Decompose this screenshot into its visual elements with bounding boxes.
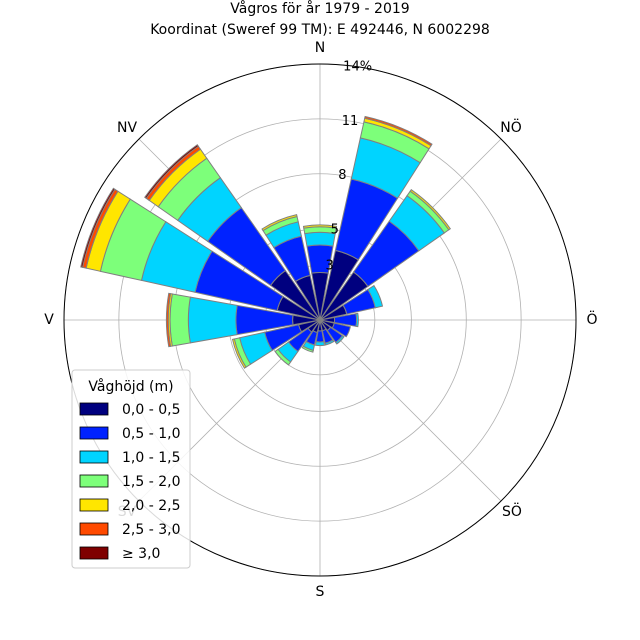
rose-bar-segment — [302, 224, 338, 229]
rose-bar-segment — [80, 187, 116, 268]
rose-bar-segment — [144, 144, 200, 200]
direction-label: NÖ — [500, 118, 522, 136]
rose-bar-segment — [169, 293, 191, 347]
radial-tick-label: 11 — [342, 114, 359, 129]
rose-bars — [80, 115, 452, 369]
legend-label: ≥ 3,0 — [122, 546, 160, 562]
legend-label: 0,5 - 1,0 — [122, 426, 180, 442]
rose-bar-segment — [314, 341, 326, 347]
direction-label: Ö — [586, 310, 597, 328]
legend-label: 2,5 - 3,0 — [122, 522, 180, 538]
rose-bar-segment — [165, 292, 172, 348]
direction-label: NV — [117, 120, 137, 136]
outer-ring — [63, 63, 577, 577]
chart-subtitle: Koordinat (Sweref 99 TM): E 492446, N 60… — [150, 22, 490, 38]
legend-swatch — [79, 426, 109, 440]
rose-bar-segment — [324, 339, 335, 346]
direction-label: N — [315, 40, 325, 56]
legend-box — [71, 369, 191, 569]
legend-swatch — [79, 402, 109, 416]
rose-bar-segment — [355, 312, 359, 328]
rose-bar-segment — [187, 296, 238, 344]
direction-label: S — [316, 584, 325, 600]
legend-swatch — [79, 498, 109, 512]
rose-bar-segment — [331, 322, 351, 338]
rose-bar-segment — [409, 188, 452, 231]
direction-label: SÖ — [502, 502, 522, 520]
legend-swatch — [79, 522, 109, 536]
rose-bar-segment — [301, 345, 314, 353]
legend-swatch — [79, 474, 109, 488]
direction-label: V — [44, 312, 54, 328]
legend-title: Våghöjd (m) — [88, 378, 173, 395]
chart-title: Vågros för år 1979 - 2019 — [230, 0, 409, 17]
rose-bar-segment — [261, 214, 298, 232]
rose-bar-segment — [274, 348, 292, 366]
radial-tick-label: 5 — [331, 222, 339, 237]
radial-tick-label: 3 — [325, 259, 333, 274]
legend-swatch — [79, 450, 109, 464]
legend-label: 0,0 - 0,5 — [122, 402, 180, 418]
legend-swatch — [79, 546, 109, 560]
radial-tick-labels: 3 5 8 11 14% — [325, 59, 372, 273]
rose-bar-segment — [364, 115, 433, 147]
radial-tick-label: 8 — [338, 168, 346, 183]
legend-label: 2,0 - 2,5 — [122, 498, 180, 514]
rose-bar-segment — [231, 338, 247, 369]
grid-spoke — [319, 319, 502, 502]
legend: Våghöjd (m) 0,0 - 0,5 0,5 - 1,0 1,0 - 1,5 1,… — [71, 369, 191, 569]
legend-label: 1,0 - 1,5 — [122, 450, 180, 466]
rose-bar-segment — [367, 284, 384, 309]
radial-tick-label: 14% — [343, 59, 372, 74]
rose-bar-segment — [335, 335, 345, 345]
legend-label: 1,5 - 2,0 — [122, 474, 180, 490]
